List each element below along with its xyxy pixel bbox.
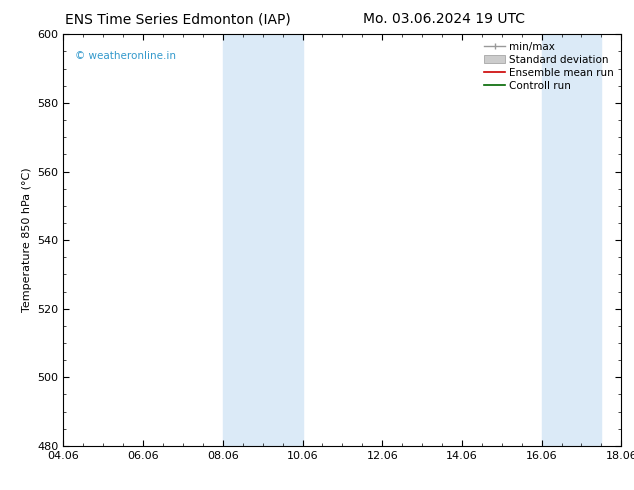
Bar (541, 34, 602, 446)
Y-axis label: Temperature 850 hPa (°C): Temperature 850 hPa (°C) (22, 168, 32, 313)
Legend: min/max, Standard deviation, Ensemble mean run, Controll run: min/max, Standard deviation, Ensemble me… (482, 40, 616, 93)
Bar (223, 34, 302, 446)
Text: Mo. 03.06.2024 19 UTC: Mo. 03.06.2024 19 UTC (363, 12, 525, 26)
Text: © weatheronline.in: © weatheronline.in (75, 51, 176, 61)
Text: ENS Time Series Edmonton (IAP): ENS Time Series Edmonton (IAP) (65, 12, 290, 26)
